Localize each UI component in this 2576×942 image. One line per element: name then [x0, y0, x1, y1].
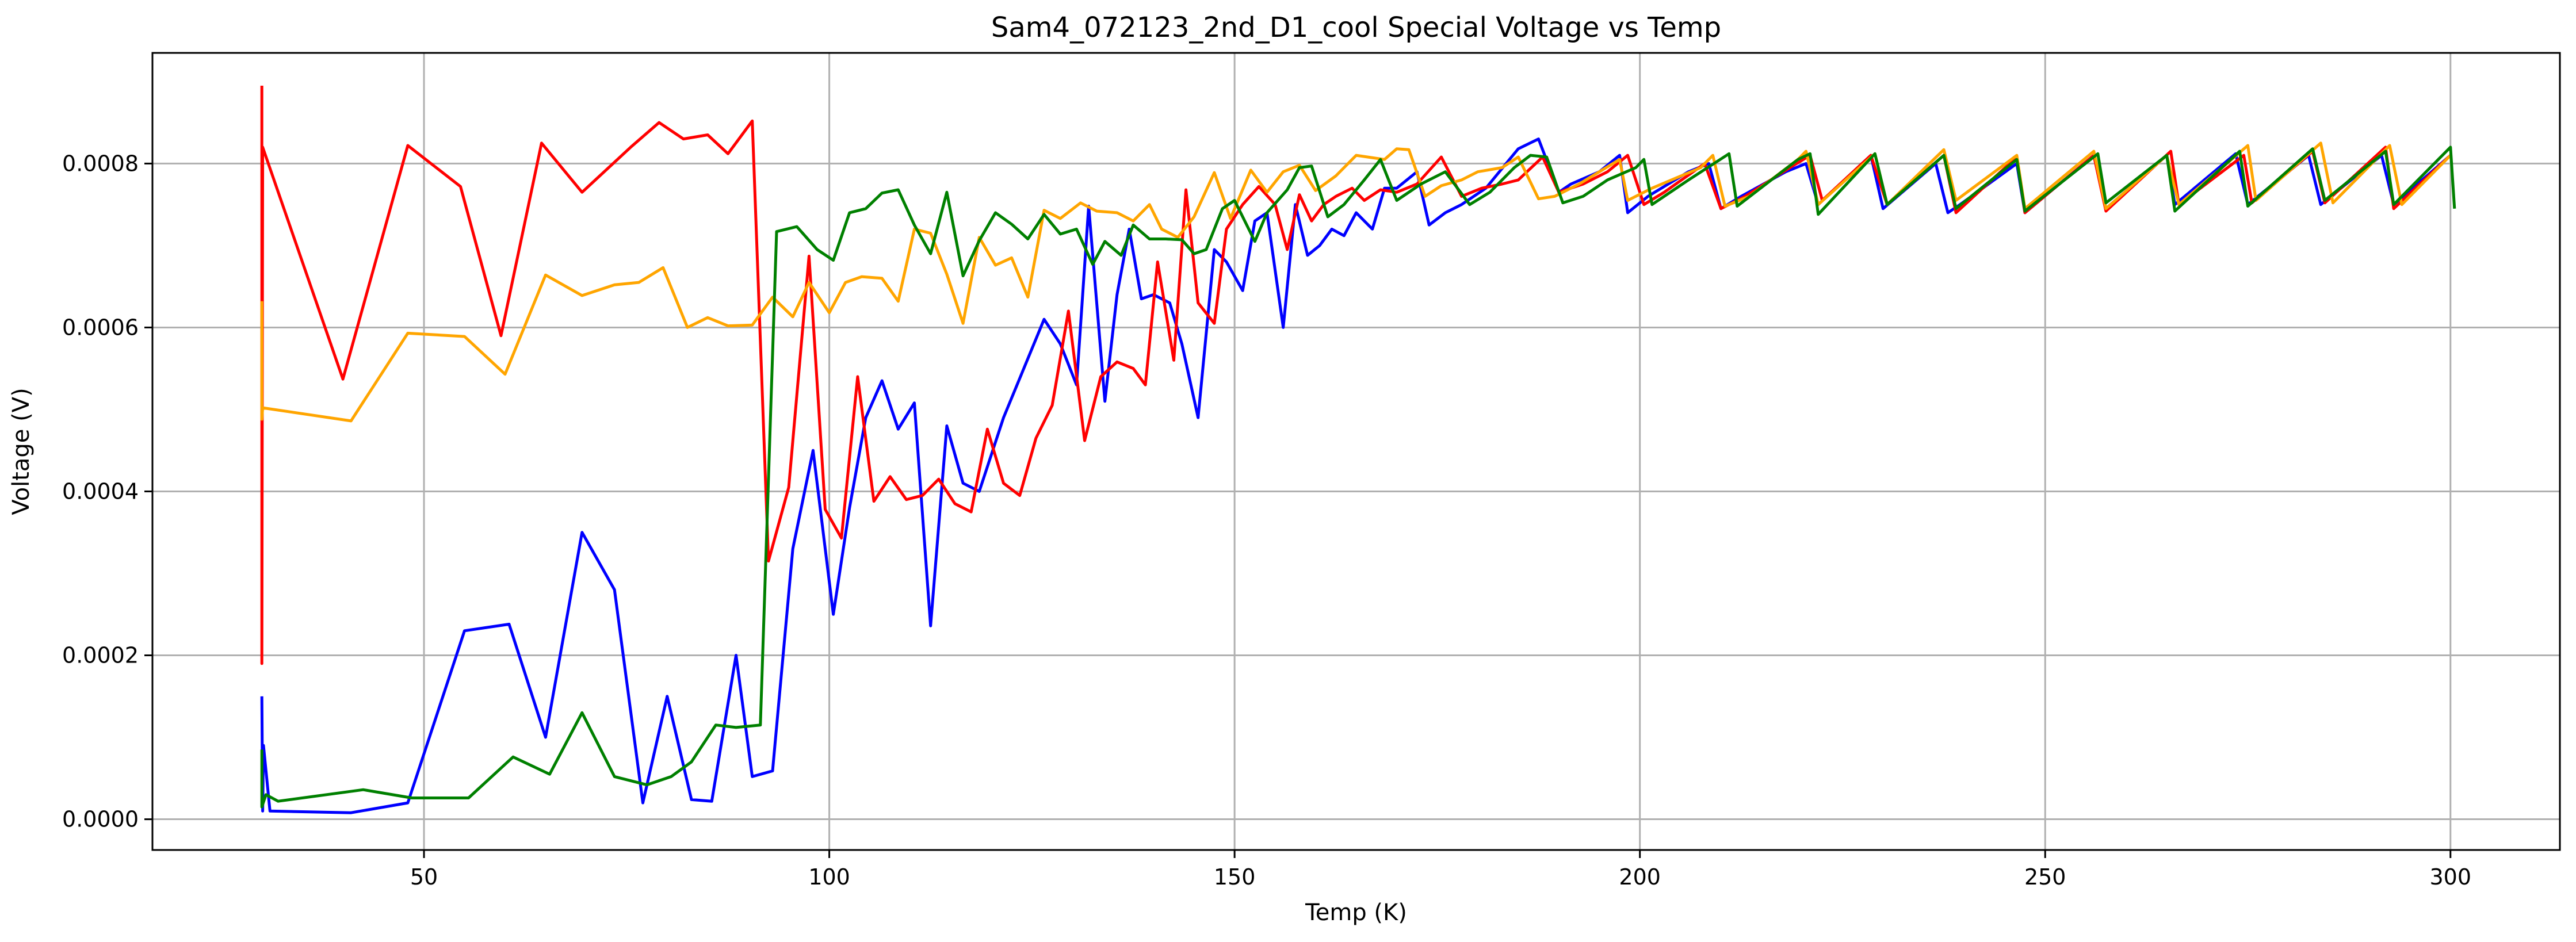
- x-axis-label: Temp (K): [1305, 899, 1407, 926]
- series-line-3: [260, 145, 2456, 809]
- x-tick-label-4: 250: [2024, 864, 2066, 890]
- x-tick-label-5: 300: [2430, 864, 2472, 890]
- chart-title: Sam4_072123_2nd_D1_cool Special Voltage …: [991, 12, 1721, 44]
- plot-area-background: [152, 53, 2560, 850]
- x-tick-label-1: 100: [808, 864, 850, 890]
- series-layer: [260, 86, 2456, 814]
- axis-ticks: 50 100 150 200 250 300 0.0000 0.0002 0.0004 0.000…: [62, 151, 2471, 890]
- y-tick-label-1: 0.0002: [62, 643, 139, 668]
- y-axis-label: Voltage (V): [8, 388, 35, 515]
- y-tick-label-0: 0.0000: [62, 807, 139, 832]
- x-tick-label-0: 50: [410, 864, 438, 890]
- y-tick-label-3: 0.0006: [62, 315, 139, 340]
- x-tick-label-3: 200: [1619, 864, 1661, 890]
- y-tick-label-4: 0.0008: [62, 151, 139, 176]
- plot-frame: [151, 52, 2561, 851]
- y-tick-label-2: 0.0004: [62, 478, 139, 504]
- x-tick-label-2: 150: [1214, 864, 1256, 890]
